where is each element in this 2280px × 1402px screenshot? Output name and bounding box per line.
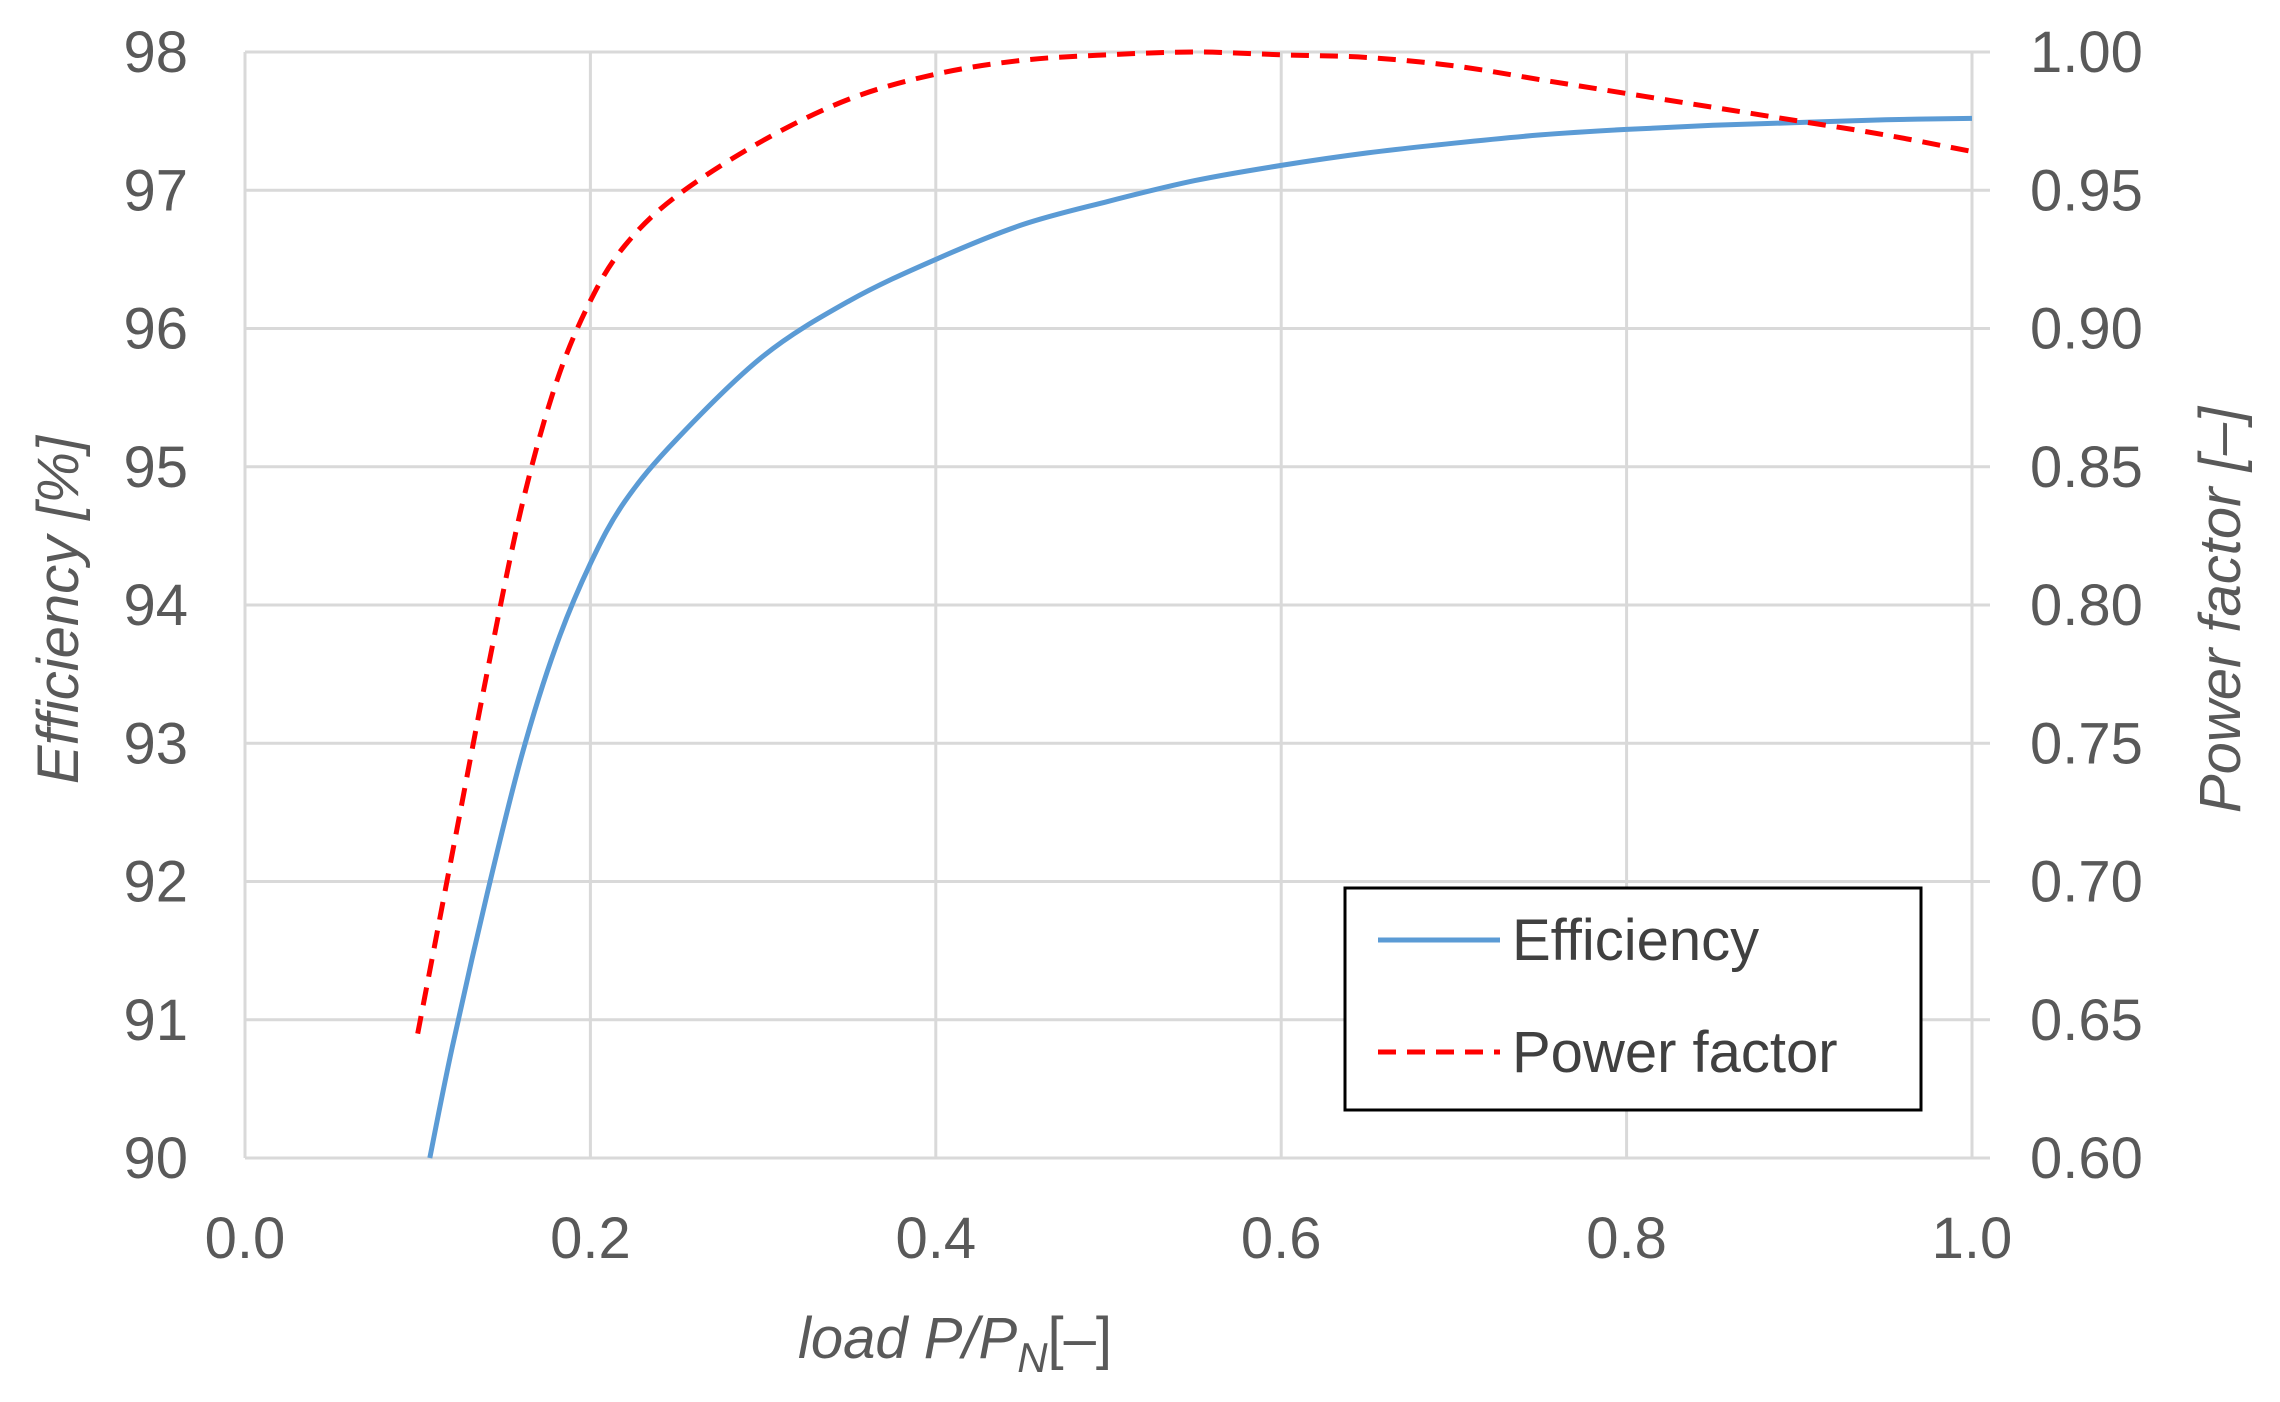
y-tick-label: 94: [123, 573, 188, 638]
y-tick-label: 97: [123, 158, 188, 223]
y-tick-label: 90: [123, 1126, 188, 1191]
y2-tick-label: 0.70: [2030, 850, 2143, 915]
series-lines: [415, 49, 1973, 1159]
y-tick-label: 98: [123, 20, 188, 85]
series-line-efficiency: [427, 115, 1973, 1159]
y2-tick-label: 0.80: [2030, 573, 2143, 638]
x-axis-title-unit: [–]: [1048, 1306, 1113, 1371]
x-tick-label: 0.8: [1586, 1206, 1667, 1271]
legend-label-efficiency: Efficiency: [1512, 908, 1759, 973]
x-tick-label: 0.4: [895, 1206, 976, 1271]
y2-tick-label: 0.90: [2030, 297, 2143, 362]
y2-tick-label: 0.65: [2030, 988, 2143, 1053]
y-axis-title: Efficiency [%]: [26, 434, 91, 784]
y-tick-label: 96: [123, 297, 188, 362]
y2-tick-label: 0.75: [2030, 711, 2143, 776]
y-tick-label: 95: [123, 435, 188, 500]
x-axis-title-subscript: N: [1017, 1334, 1048, 1381]
x-axis-title-main: load P/P: [798, 1306, 1018, 1371]
y2-tick-label: 0.95: [2030, 158, 2143, 223]
y-tick-label: 91: [123, 988, 188, 1053]
x-tick-label: 0.6: [1241, 1206, 1322, 1271]
y-tick-label: 93: [123, 711, 188, 776]
x-tick-label: 0.2: [550, 1206, 631, 1271]
y2-axis-title: Power factor [–]: [2188, 405, 2253, 813]
y2-tick-label: 0.60: [2030, 1126, 2143, 1191]
x-tick-label: 1.0: [1932, 1206, 2013, 1271]
y2-tick-label: 1.00: [2030, 20, 2143, 85]
y2-tick-label: 0.85: [2030, 435, 2143, 500]
x-tick-label: 0.0: [205, 1206, 286, 1271]
y-tick-label: 92: [123, 850, 188, 915]
axes: [245, 50, 1990, 1160]
tick-labels: 90 91 92 93 94 95 96 97 98 0.0 0.2 0.4 0.6 0.8 1.0 0.60…: [123, 20, 2142, 1271]
legend-label-power-factor: Power factor: [1512, 1020, 1838, 1085]
legend: Efficiency Power factor: [1343, 886, 1923, 1112]
x-axis-title: load P/PN[–]: [798, 1306, 1112, 1381]
legend-box: [1343, 886, 1923, 1112]
series-line-power-factor: [415, 49, 1973, 1035]
